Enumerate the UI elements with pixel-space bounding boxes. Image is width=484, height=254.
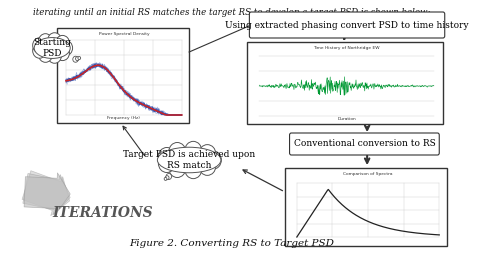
- Circle shape: [198, 145, 215, 163]
- Text: Figure 2. Converting RS to Target PSD: Figure 2. Converting RS to Target PSD: [129, 239, 334, 248]
- Circle shape: [32, 38, 46, 53]
- Circle shape: [168, 159, 185, 178]
- Text: ITERATIONS: ITERATIONS: [52, 206, 152, 220]
- Circle shape: [47, 48, 61, 63]
- FancyArrow shape: [23, 173, 70, 215]
- Circle shape: [39, 34, 52, 49]
- Text: Time History of Northridge EW: Time History of Northridge EW: [313, 46, 379, 50]
- Bar: [285, 168, 447, 246]
- Circle shape: [165, 176, 168, 180]
- Circle shape: [32, 43, 46, 58]
- Circle shape: [204, 151, 221, 169]
- Circle shape: [184, 141, 201, 160]
- FancyArrow shape: [24, 173, 70, 214]
- Circle shape: [198, 157, 215, 175]
- Text: Comparison of Spectra: Comparison of Spectra: [343, 172, 392, 176]
- Circle shape: [158, 154, 175, 172]
- Circle shape: [164, 177, 166, 180]
- Text: Target PSD is achieved upon
RS match: Target PSD is achieved upon RS match: [123, 150, 255, 170]
- Circle shape: [47, 33, 61, 48]
- Text: iterating until an initial RS matches the target RS to develop a target PSD is s: iterating until an initial RS matches th…: [33, 8, 430, 17]
- Circle shape: [59, 40, 73, 56]
- Text: Starting
PSD: Starting PSD: [33, 38, 71, 58]
- Circle shape: [56, 35, 69, 51]
- Circle shape: [184, 160, 201, 179]
- Circle shape: [168, 142, 185, 161]
- Text: Using extracted phasing convert PSD to time history: Using extracted phasing convert PSD to t…: [225, 21, 468, 29]
- Circle shape: [76, 57, 79, 61]
- Circle shape: [39, 47, 52, 62]
- Ellipse shape: [157, 147, 220, 173]
- Ellipse shape: [34, 38, 70, 58]
- FancyBboxPatch shape: [289, 133, 439, 155]
- Bar: [246, 42, 442, 124]
- Text: Power Spectral Density: Power Spectral Density: [98, 32, 149, 36]
- Circle shape: [166, 173, 171, 180]
- Text: Duration: Duration: [336, 117, 355, 121]
- Circle shape: [158, 148, 175, 166]
- FancyArrow shape: [22, 171, 70, 216]
- Circle shape: [78, 57, 80, 59]
- Text: Frequency (Hz): Frequency (Hz): [107, 116, 140, 120]
- FancyBboxPatch shape: [249, 12, 444, 38]
- Circle shape: [56, 45, 69, 61]
- Text: Conventional conversion to RS: Conventional conversion to RS: [293, 139, 434, 149]
- Bar: [57, 28, 189, 123]
- Circle shape: [73, 56, 78, 62]
